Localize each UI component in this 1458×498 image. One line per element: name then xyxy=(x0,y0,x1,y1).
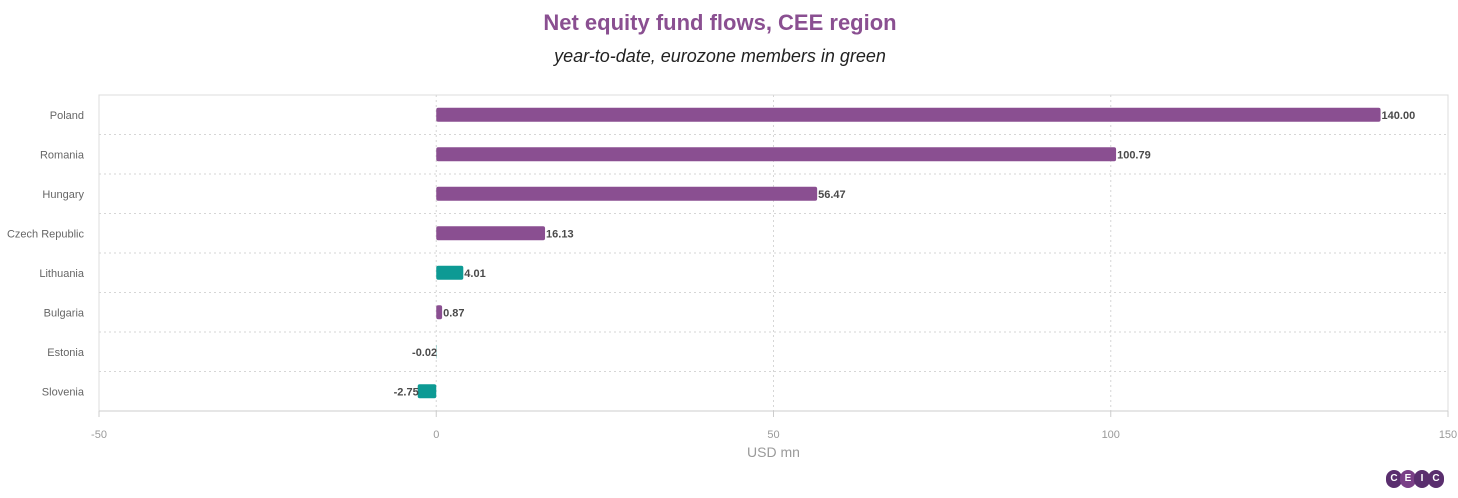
bar-romania xyxy=(436,147,1117,162)
x-axis-title: USD mn xyxy=(747,444,800,460)
data-label: 100.79 xyxy=(1117,149,1151,161)
category-label: Czech Republic xyxy=(7,228,85,240)
bar-poland xyxy=(436,107,1381,122)
category-label: Slovenia xyxy=(42,386,85,398)
bar-czech-republic xyxy=(436,226,546,241)
x-tick-label: -50 xyxy=(91,429,107,441)
data-label: -2.75 xyxy=(394,386,419,398)
x-tick-label: 150 xyxy=(1439,429,1457,441)
x-tick-label: 100 xyxy=(1102,429,1120,441)
logo-letter: C xyxy=(1428,470,1444,488)
logo-letter: C xyxy=(1386,470,1402,488)
category-label: Bulgaria xyxy=(44,307,85,319)
category-label: Lithuania xyxy=(39,268,85,280)
chart-title: Net equity fund flows, CEE region xyxy=(543,10,897,35)
data-label: 4.01 xyxy=(464,268,485,280)
bar-bulgaria xyxy=(436,305,443,320)
bar-lithuania xyxy=(436,265,464,280)
data-label: 56.47 xyxy=(818,189,846,201)
bars xyxy=(417,107,1381,399)
data-label: 16.13 xyxy=(546,228,574,240)
chart-subtitle: year-to-date, eurozone members in green xyxy=(554,46,886,66)
category-label: Estonia xyxy=(47,347,85,359)
category-label: Romania xyxy=(40,149,85,161)
data-label: 0.87 xyxy=(443,307,464,319)
grid-lines xyxy=(98,94,1449,417)
category-label: Poland xyxy=(50,110,84,122)
data-label: -0.02 xyxy=(412,347,437,359)
logo-letter: E xyxy=(1400,470,1416,488)
x-tick-label: 50 xyxy=(767,429,779,441)
x-tick-label: 0 xyxy=(433,429,439,441)
category-label: Hungary xyxy=(42,189,84,201)
bar-slovenia xyxy=(417,384,437,399)
logo-letter: I xyxy=(1414,470,1430,488)
bar-hungary xyxy=(436,186,818,201)
data-label: 140.00 xyxy=(1382,110,1416,122)
labels: -50 0 50 100 150 Poland 140.00 Romania 100.79 Hun… xyxy=(7,110,1457,441)
